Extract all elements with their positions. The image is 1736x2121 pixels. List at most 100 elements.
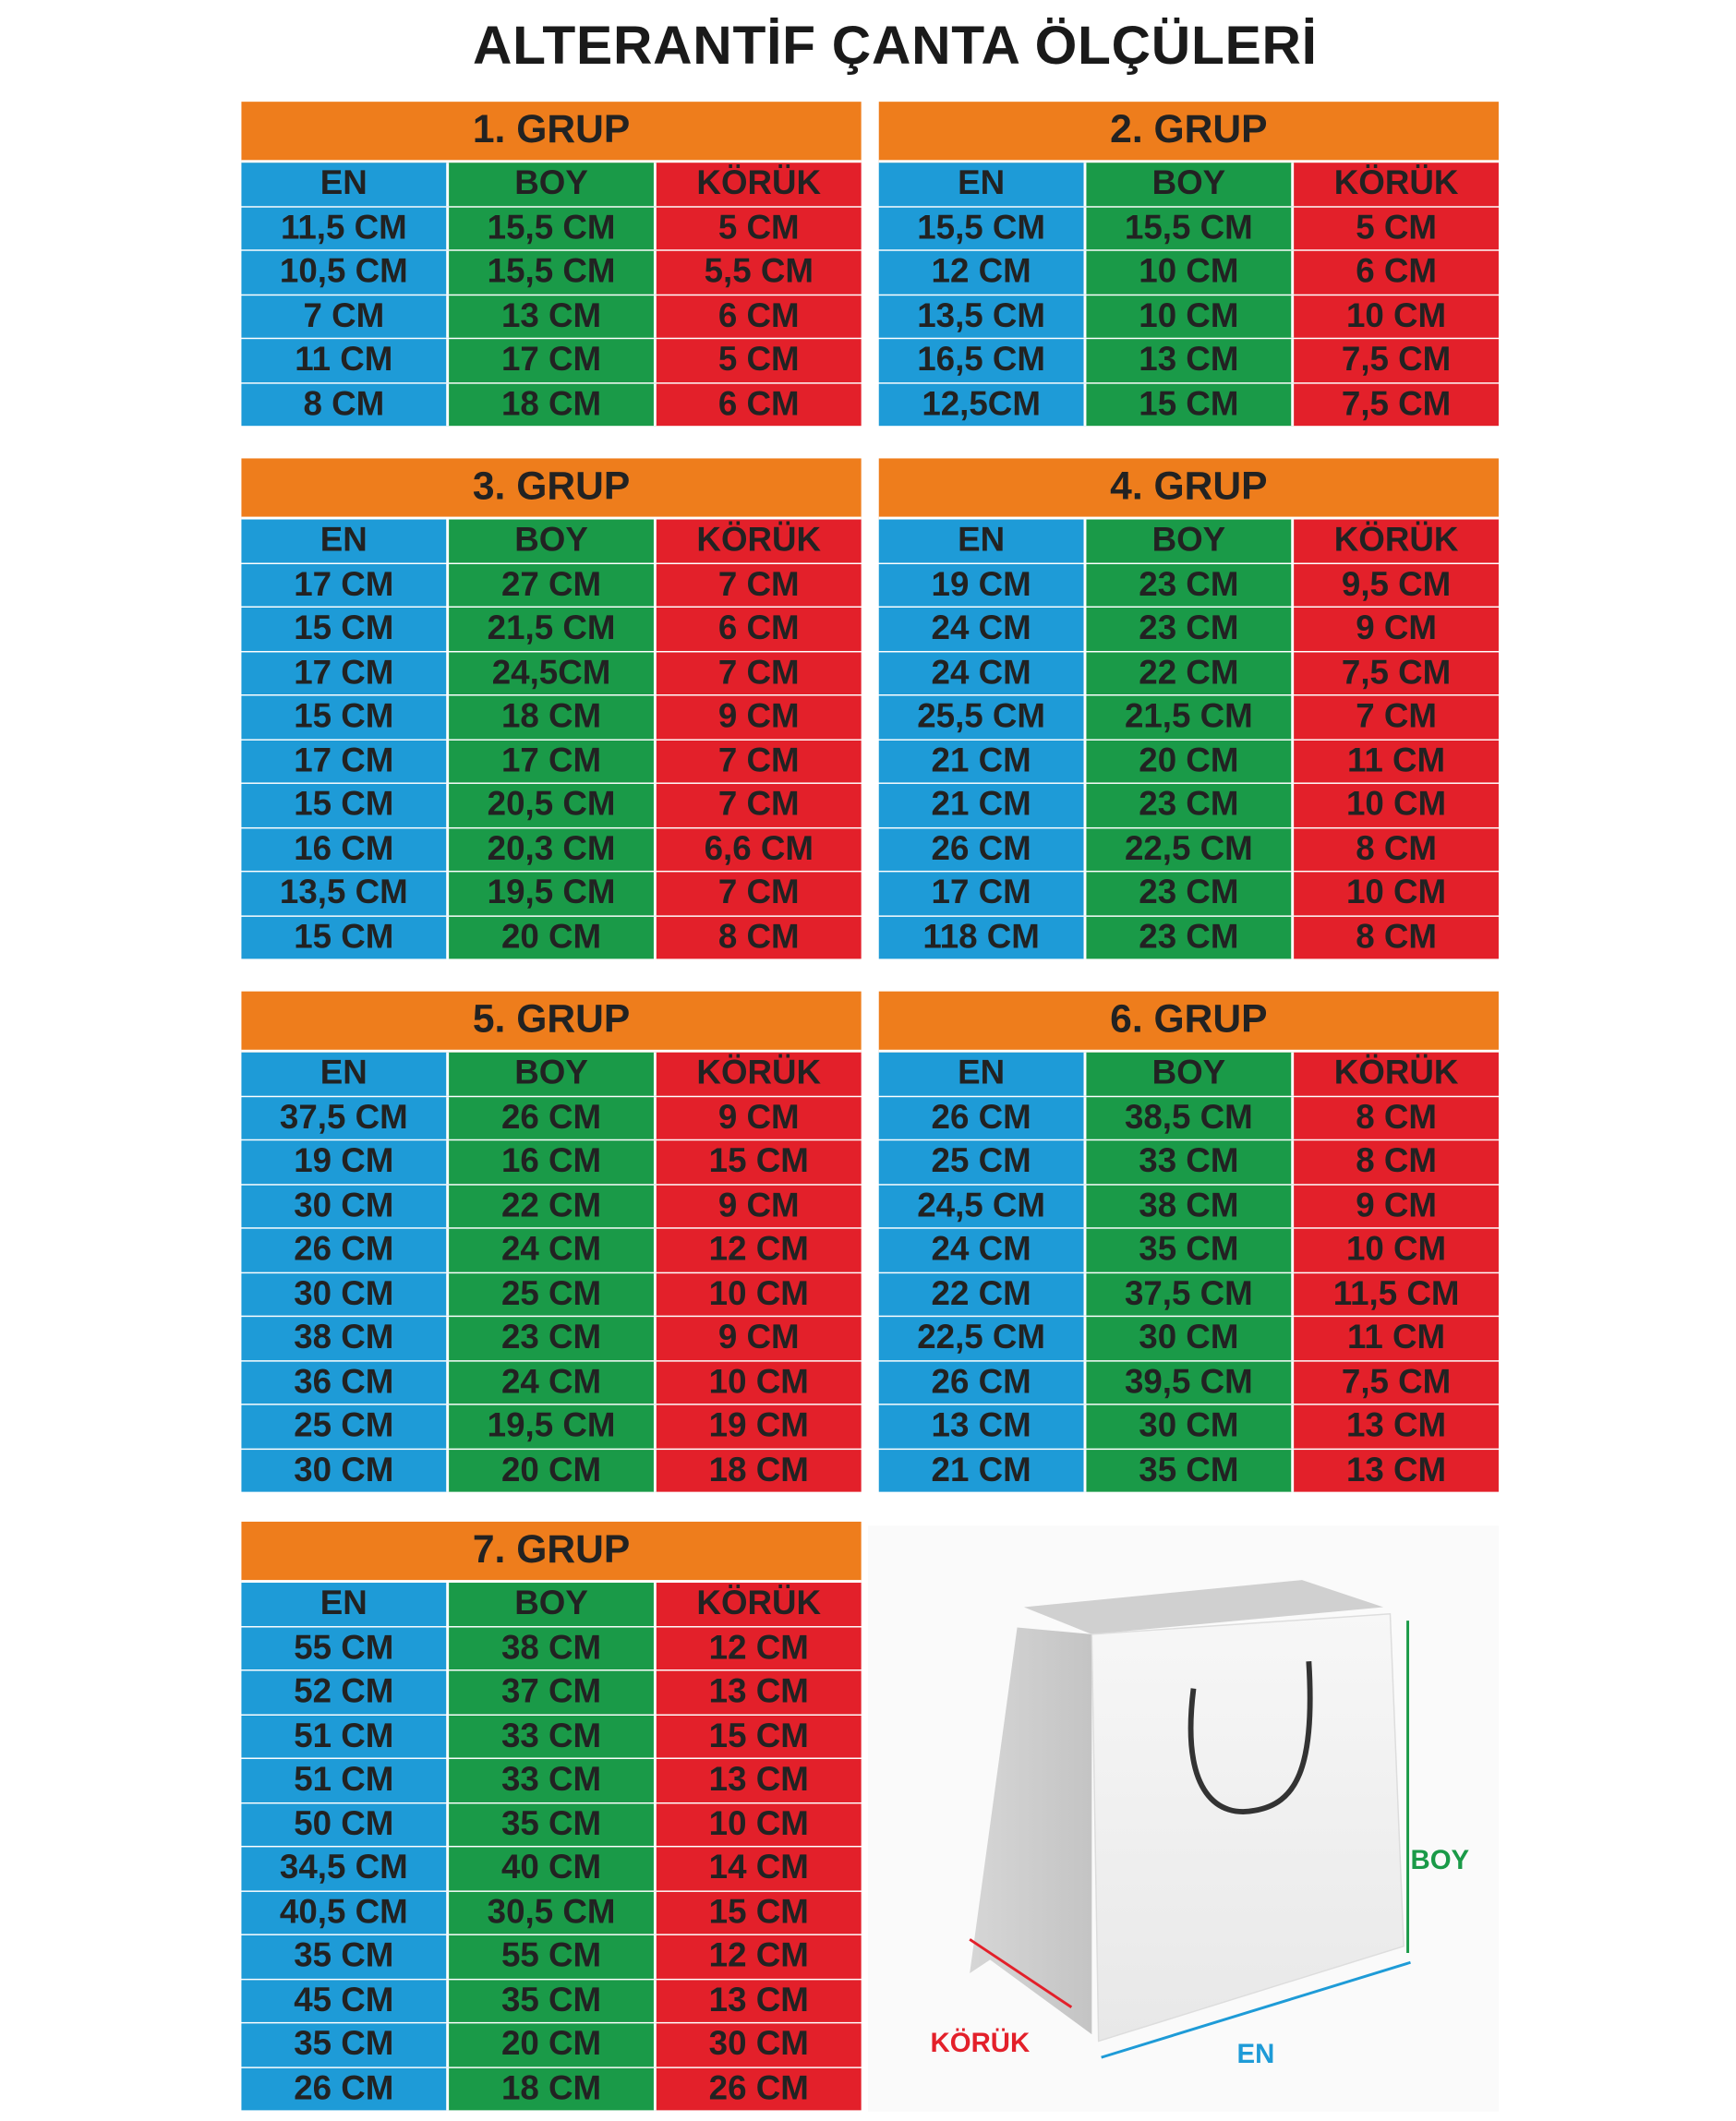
data-row: 25,5 CM 21,5 CM 7 CM <box>878 695 1499 741</box>
cell: 5 CM <box>656 206 862 250</box>
cell: 8 CM <box>1294 916 1499 959</box>
cell: 13 CM <box>656 1670 862 1714</box>
cell: 30 CM <box>1086 1404 1295 1448</box>
cell: 51 CM <box>241 1758 450 1802</box>
data-row: 34,5 CM 40 CM 14 CM <box>241 1847 862 1892</box>
cell: 20 CM <box>449 2023 657 2067</box>
column-header: KÖRÜK <box>656 1583 862 1626</box>
data-row: 11 CM 17 CM 5 CM <box>241 339 862 383</box>
cell: 52 CM <box>241 1670 450 1714</box>
column-header: EN <box>878 163 1087 206</box>
group-table: 7. GRUP EN BOY KÖRÜK 55 CM 38 CM 12 CM 52 CM 37 … <box>241 1521 862 2112</box>
cell: 16,5 CM <box>878 339 1087 382</box>
cell: 17 CM <box>241 740 450 783</box>
cell: 7 CM <box>656 783 862 827</box>
cell: 21 CM <box>878 1449 1087 1492</box>
cell: 12 CM <box>878 250 1087 294</box>
data-row: 25 CM 19,5 CM 19 CM <box>241 1404 862 1450</box>
cell: 19 CM <box>241 1140 450 1184</box>
data-row: 21 CM 20 CM 11 CM <box>878 740 1499 784</box>
cell: 15,5 CM <box>449 250 657 294</box>
column-header: KÖRÜK <box>1294 163 1499 206</box>
cell: 15 CM <box>1086 382 1295 427</box>
cell: 10 CM <box>1294 872 1499 915</box>
cell: 19,5 CM <box>449 872 657 915</box>
cell: 34,5 CM <box>241 1847 450 1890</box>
cell: 5 CM <box>656 339 862 382</box>
cell: 20 CM <box>449 1449 657 1492</box>
cell: 33 CM <box>449 1758 657 1802</box>
cell: 16 CM <box>241 827 450 871</box>
cell: 22,5 CM <box>1086 827 1295 871</box>
cell: 8 CM <box>1294 1140 1499 1184</box>
cell: 38,5 CM <box>1086 1096 1295 1139</box>
data-row: 52 CM 37 CM 13 CM <box>241 1670 862 1716</box>
data-row: 55 CM 38 CM 12 CM <box>241 1626 862 1671</box>
cell: 10 CM <box>656 1802 862 1846</box>
bag-side <box>970 1627 1092 2035</box>
cell: 40 CM <box>449 1847 657 1890</box>
cell: 9,5 CM <box>1294 563 1499 607</box>
cell: 30,5 CM <box>449 1891 657 1934</box>
cell: 37,5 CM <box>1086 1272 1295 1316</box>
data-row: 12,5CM 15 CM 7,5 CM <box>878 382 1499 428</box>
data-row: 24 CM 35 CM 10 CM <box>878 1228 1499 1273</box>
cell: 21,5 CM <box>449 608 657 651</box>
cell: 13 CM <box>449 295 657 338</box>
data-row: 19 CM 16 CM 15 CM <box>241 1140 862 1185</box>
data-row: 21 CM 35 CM 13 CM <box>878 1449 1499 1494</box>
cell: 6 CM <box>1294 250 1499 294</box>
header-row: EN BOY KÖRÜK <box>878 163 1499 207</box>
cell: 51 CM <box>241 1715 450 1758</box>
cell: 13 CM <box>1294 1449 1499 1492</box>
cell: 6,6 CM <box>656 827 862 871</box>
group-table: 2. GRUP EN BOY KÖRÜK 15,5 CM 15,5 CM 5 CM 12 CM… <box>878 102 1499 428</box>
cell: 23 CM <box>1086 916 1295 959</box>
cell: 11 CM <box>1294 740 1499 783</box>
data-row: 13,5 CM 10 CM 10 CM <box>878 295 1499 340</box>
cell: 20 CM <box>1086 740 1295 783</box>
cell: 35 CM <box>1086 1449 1295 1492</box>
cell: 23 CM <box>449 1317 657 1360</box>
group-table: 5. GRUP EN BOY KÖRÜK 37,5 CM 26 CM 9 CM 19 CM 16… <box>241 991 862 1494</box>
cell: 7 CM <box>656 651 862 694</box>
data-row: 16 CM 20,3 CM 6,6 CM <box>241 827 862 873</box>
data-row: 15 CM 20 CM 8 CM <box>241 916 862 960</box>
cell: 17 CM <box>878 872 1087 915</box>
cell: 118 CM <box>878 916 1087 959</box>
column-header: BOY <box>449 1052 657 1096</box>
cell: 10 CM <box>1294 783 1499 827</box>
data-row: 22,5 CM 30 CM 11 CM <box>878 1317 1499 1361</box>
cell: 24 CM <box>449 1360 657 1404</box>
cell: 25,5 CM <box>878 695 1087 739</box>
cell: 6 CM <box>656 382 862 427</box>
column-header: BOY <box>1086 1052 1295 1096</box>
data-row: 25 CM 33 CM 8 CM <box>878 1140 1499 1185</box>
cell: 40,5 CM <box>241 1891 450 1934</box>
bag-front <box>1091 1613 1404 2043</box>
cell: 26 CM <box>656 2067 862 2111</box>
en-label: EN <box>1237 2039 1275 2069</box>
cell: 25 CM <box>241 1404 450 1448</box>
cell: 8 CM <box>1294 1096 1499 1139</box>
cell: 38 CM <box>1086 1184 1295 1228</box>
cell: 17 CM <box>449 740 657 783</box>
cell: 13 CM <box>656 1979 862 2022</box>
cell: 30 CM <box>241 1272 450 1316</box>
cell: 21 CM <box>878 740 1087 783</box>
data-row: 24 CM 23 CM 9 CM <box>878 608 1499 652</box>
column-header: KÖRÜK <box>1294 1052 1499 1096</box>
cell: 35 CM <box>1086 1228 1295 1271</box>
column-header: BOY <box>449 1583 657 1626</box>
data-row: 21 CM 23 CM 10 CM <box>878 783 1499 828</box>
data-row: 15 CM 18 CM 9 CM <box>241 695 862 741</box>
cell: 11 CM <box>1294 1317 1499 1360</box>
cell: 25 CM <box>449 1272 657 1316</box>
cell: 17 CM <box>449 339 657 382</box>
cell: 24 CM <box>878 651 1087 694</box>
cell: 55 CM <box>449 1934 657 1979</box>
cell: 15 CM <box>241 916 450 959</box>
cell: 13 CM <box>656 1758 862 1802</box>
cell: 13,5 CM <box>878 295 1087 338</box>
